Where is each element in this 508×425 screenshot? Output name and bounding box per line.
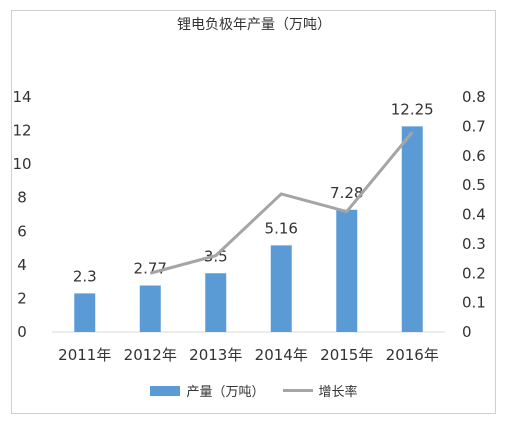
data-label-production: 2.77 <box>134 260 167 278</box>
legend-swatch-line <box>282 389 313 392</box>
data-label-production: 2.3 <box>73 267 97 285</box>
y-left-tick-label: 4 <box>17 256 27 274</box>
y-right-tick-label: 0.1 <box>462 294 486 312</box>
legend-swatch-bar <box>150 385 181 396</box>
y-right-tick-label: 0.4 <box>462 206 486 224</box>
y-right-tick-label: 0.5 <box>462 176 486 194</box>
bar-production <box>401 126 423 332</box>
legend-label-growth: 增长率 <box>318 385 358 400</box>
y-right-tick-label: 0.6 <box>462 147 486 165</box>
x-tick-label: 2011年 <box>58 346 111 364</box>
y-left-tick-label: 8 <box>17 189 27 207</box>
bar-production <box>205 273 227 332</box>
x-tick-label: 2012年 <box>124 346 177 364</box>
bar-production <box>74 293 96 332</box>
y-left-tick-label: 6 <box>17 222 27 240</box>
x-tick-label: 2013年 <box>189 346 242 364</box>
data-label-production: 12.25 <box>391 100 434 118</box>
data-label-production: 5.16 <box>265 219 298 237</box>
line-growth-rate <box>149 131 414 275</box>
chart-title: 锂电负极年产量（万吨） <box>177 17 331 33</box>
y-left-tick-label: 0 <box>17 323 27 341</box>
x-tick-label: 2014年 <box>255 346 308 364</box>
bar-production <box>270 245 292 332</box>
bar-production <box>139 285 161 332</box>
legend-item-production: 产量（万吨） <box>150 381 265 400</box>
x-tick-label: 2016年 <box>386 346 439 364</box>
y-right-tick-label: 0.8 <box>462 88 486 106</box>
legend-label-production: 产量（万吨） <box>186 385 265 400</box>
y-left-tick-label: 12 <box>12 122 31 140</box>
legend-item-growth: 增长率 <box>282 381 358 400</box>
y-left-tick-label: 2 <box>17 289 27 307</box>
y-right-tick-label: 0.2 <box>462 264 486 282</box>
chart-legend: 产量（万吨） 增长率 <box>0 381 508 400</box>
bar-production <box>336 209 358 332</box>
x-tick-label: 2015年 <box>320 346 373 364</box>
y-right-tick-label: 0.3 <box>462 235 486 253</box>
y-left-tick-label: 10 <box>12 155 31 173</box>
y-right-tick-label: 0.7 <box>462 117 486 135</box>
data-label-production: 7.28 <box>330 184 363 202</box>
y-right-tick-label: 0 <box>462 323 472 341</box>
y-left-tick-label: 14 <box>12 88 31 106</box>
